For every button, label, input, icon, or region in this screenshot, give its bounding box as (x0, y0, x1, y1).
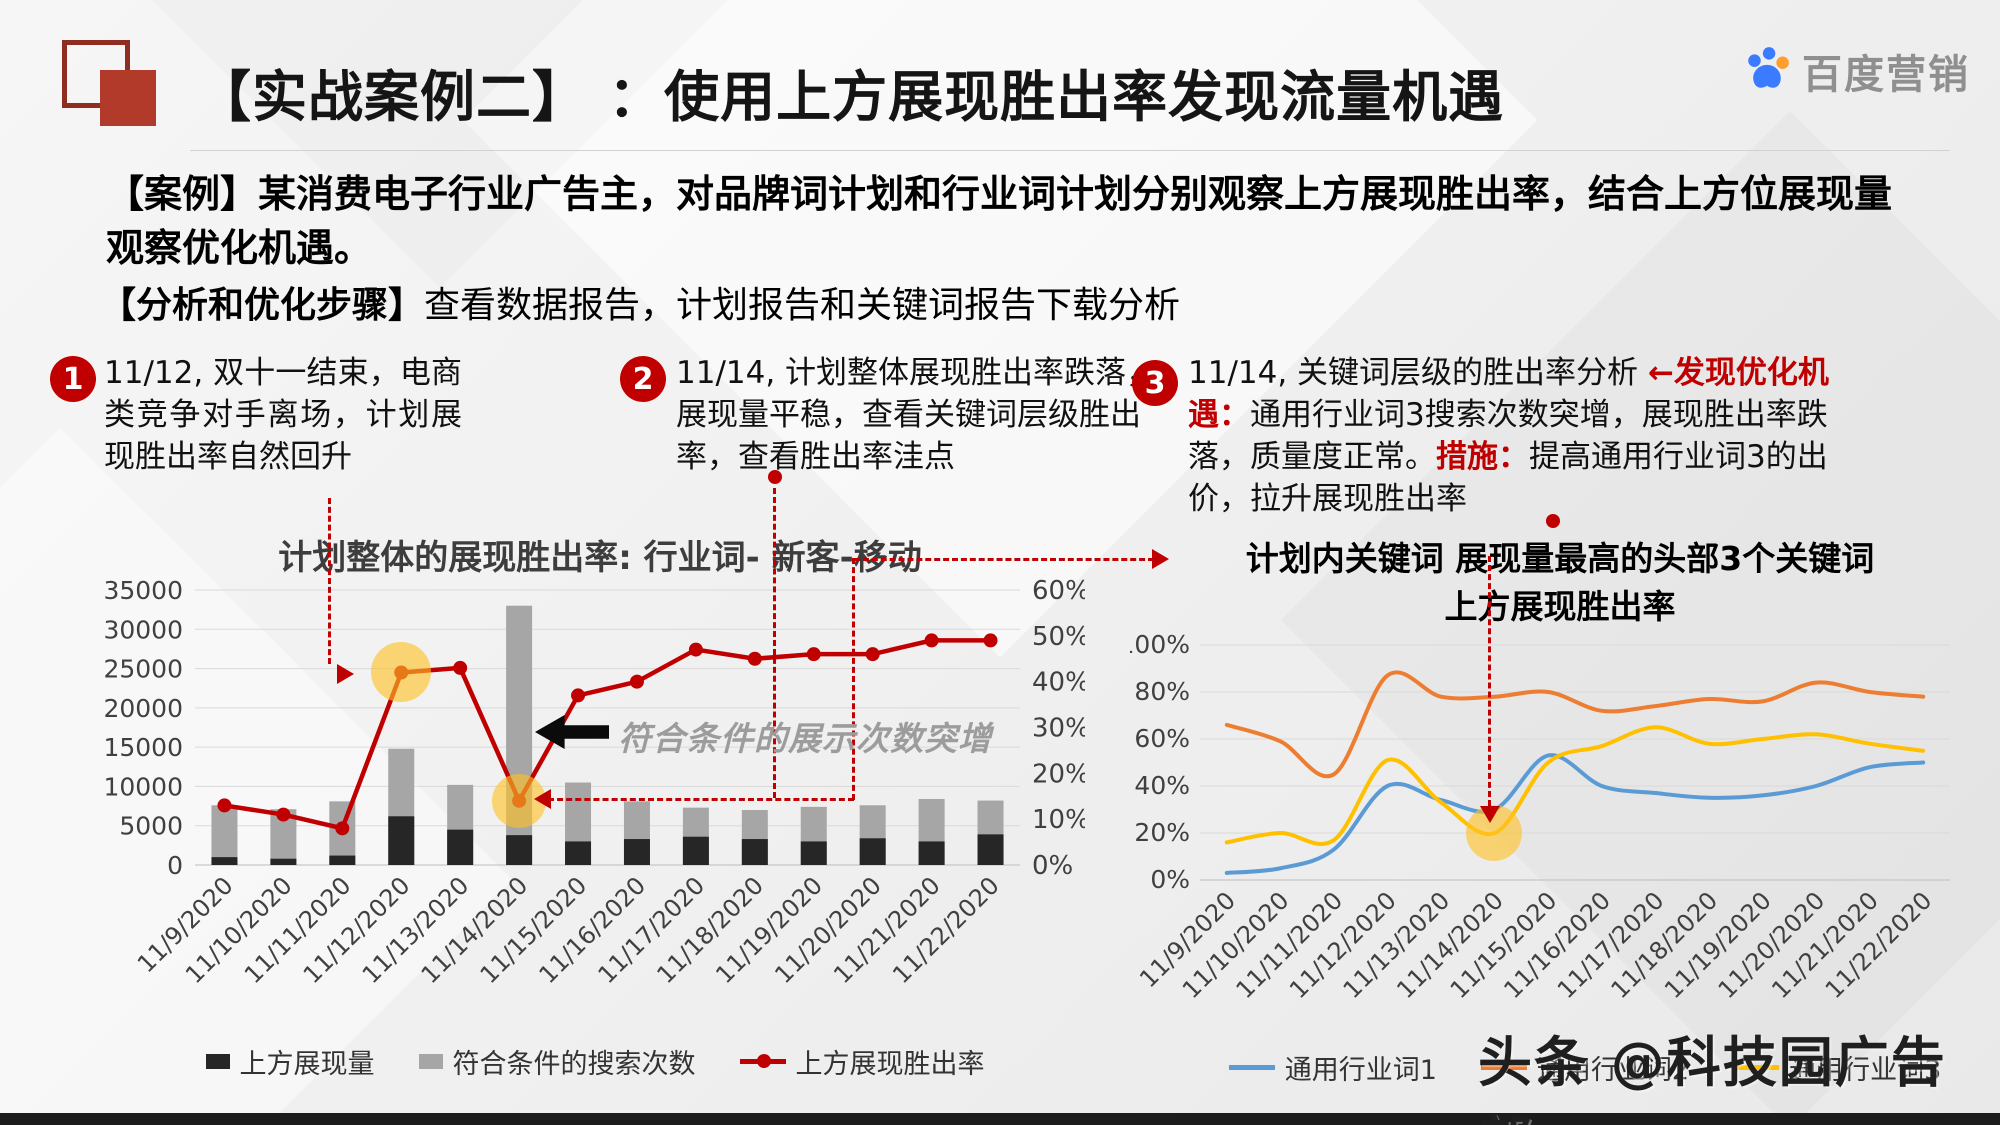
watermark: 头条 @科技园广告部 (1478, 1031, 1947, 1125)
title-divider (190, 150, 1950, 151)
page-title: 【实战案例二】 ：使用上方展现胜出率发现流量机遇 (196, 65, 1505, 129)
legend-item: 通用行业词1 (1228, 1048, 1437, 1087)
connector-note2-line (773, 488, 776, 798)
bar-swatch-icon (418, 1054, 443, 1069)
svg-text:20000: 20000 (103, 694, 183, 723)
svg-text:100%: 100% (1130, 630, 1190, 659)
svg-text:20%: 20% (1134, 818, 1190, 847)
connector-note3-dot (1546, 514, 1560, 528)
connector-note1-arrow (337, 664, 354, 684)
svg-text:40%: 40% (1032, 668, 1085, 698)
line-swatch-icon (739, 1054, 786, 1068)
legend-item: 上方展现量 (205, 1042, 375, 1081)
svg-text:30%: 30% (1032, 714, 1085, 744)
svg-text:60%: 60% (1032, 576, 1085, 606)
svg-text:30000: 30000 (103, 615, 183, 644)
svg-text:5000: 5000 (119, 812, 183, 841)
svg-text:0%: 0% (1150, 865, 1190, 894)
svg-text:0: 0 (167, 851, 183, 880)
legend-label: 通用行业词3 (1789, 1055, 1942, 1086)
bottom-bar (0, 1113, 2000, 1125)
right-line-chart: 0%20%40%60%80%100%11/9/202011/10/202011/… (1130, 630, 1950, 1004)
legend-item: 通用行业词3 (1733, 1048, 1941, 1087)
svg-text:35000: 35000 (103, 576, 183, 605)
connector-bridge-arrow (1152, 549, 1169, 569)
svg-text:15000: 15000 (103, 733, 183, 762)
left-combo-chart: 0 5000 10000 15000 20000 25000 30000 35000 0% 10%… (103, 576, 1085, 989)
note-segment-highlight: ←发现优化机遇： (1188, 355, 1829, 434)
bar-swatch-icon (205, 1054, 230, 1069)
svg-text:10000: 10000 (103, 772, 183, 801)
legend-item: 符合条件的搜索次数 (418, 1042, 696, 1081)
right-chart-legend: 通用行业词1 通用行业词2 通用行业词3 (1200, 1048, 1970, 1087)
note-1-text: 11/12, 双十一结束，电商类竞争对手离场，计划展现胜出率自然回升 (104, 355, 462, 476)
legend-item: 通用行业词2 (1480, 1048, 1690, 1087)
surge-annotation: 符合条件的展示次数突增 (618, 719, 992, 758)
highlight-circle-recovery (371, 642, 431, 702)
note-segment: 通用行业词3搜索次数突增，展现胜出率跌落，质量度正常。 (1188, 397, 1828, 476)
connector-dip-arrow (534, 789, 551, 809)
baidu-marketing-logo: 百度营销 (1742, 42, 1970, 100)
svg-text:10%: 10% (1032, 805, 1085, 835)
line-swatch-icon (1228, 1065, 1275, 1070)
svg-text:60%: 60% (1134, 724, 1190, 753)
connector-bridge-vertical (852, 558, 855, 800)
note-2-text: 11/14, 计划整体展现胜出率跌落，展现量平稳，查看关键词层级胜出率，查看胜出… (676, 355, 1158, 476)
note-2-badge: 2 (620, 356, 666, 402)
title-deco-square-fill (100, 70, 156, 126)
case-description: 【案例】某消费电子行业广告主，对品牌词计划和行业词计划分别观察上方展现胜出率，结… (106, 172, 1893, 270)
note-segment: 提高通用行业词3的出价，拉升展现胜出率 (1188, 439, 1828, 518)
connector-note3-arrow (1480, 806, 1500, 823)
note-3-badge: 3 (1132, 360, 1178, 406)
connector-note1-line (328, 498, 331, 664)
connector-bridge-horizontal (854, 558, 1154, 561)
steps-label: 【分析和优化步骤】 (100, 285, 425, 326)
connector-note2-dot (768, 470, 782, 484)
note-segment: 11/14, 关键词层级的胜出率分析 (1188, 355, 1648, 391)
svg-text:80%: 80% (1134, 677, 1190, 706)
analysis-steps: 【分析和优化步骤】查看数据报告，计划报告和关键词报告下载分析 (100, 276, 1600, 328)
right-chart-title: 计划内关键词 展现量最高的头部3个关键词 (1245, 539, 1875, 578)
svg-text:40%: 40% (1134, 771, 1190, 800)
legend-label: 通用行业词1 (1284, 1055, 1437, 1086)
logo-text: 百度营销 (1802, 52, 1970, 98)
legend-label: 上方展现胜出率 (795, 1049, 985, 1080)
svg-text:20%: 20% (1032, 759, 1085, 789)
note-segment-highlight: 措施： (1436, 439, 1529, 476)
left-chart-legend: 上方展现量 符合条件的搜索次数 上方展现胜出率 (130, 1042, 1060, 1081)
svg-text:0%: 0% (1032, 851, 1073, 881)
steps-text: 查看数据报告，计划报告和关键词报告下载分析 (424, 285, 1181, 326)
note-1-badge: 1 (50, 356, 96, 402)
line-swatch-icon (1733, 1065, 1780, 1070)
baidu-paw-icon (1742, 44, 1792, 98)
note-3-text: 11/14, 关键词层级的胜出率分析 ←发现优化机遇：通用行业词3搜索次数突增，… (1188, 352, 1878, 521)
svg-text:25000: 25000 (103, 655, 183, 684)
legend-item: 上方展现胜出率 (739, 1042, 985, 1081)
connector-note3-line (1488, 556, 1491, 806)
line-swatch-icon (1480, 1065, 1527, 1070)
legend-label: 符合条件的搜索次数 (452, 1049, 696, 1080)
legend-label: 上方展现量 (239, 1049, 375, 1080)
svg-text:50%: 50% (1032, 622, 1085, 652)
connector-dip-line (548, 798, 854, 801)
legend-label: 通用行业词2 (1536, 1055, 1690, 1086)
right-chart-subtitle: 上方展现胜出率 (1444, 587, 1676, 626)
left-chart-title: 计划整体的展现胜出率: 行业词- 新客-移动 (278, 538, 922, 578)
